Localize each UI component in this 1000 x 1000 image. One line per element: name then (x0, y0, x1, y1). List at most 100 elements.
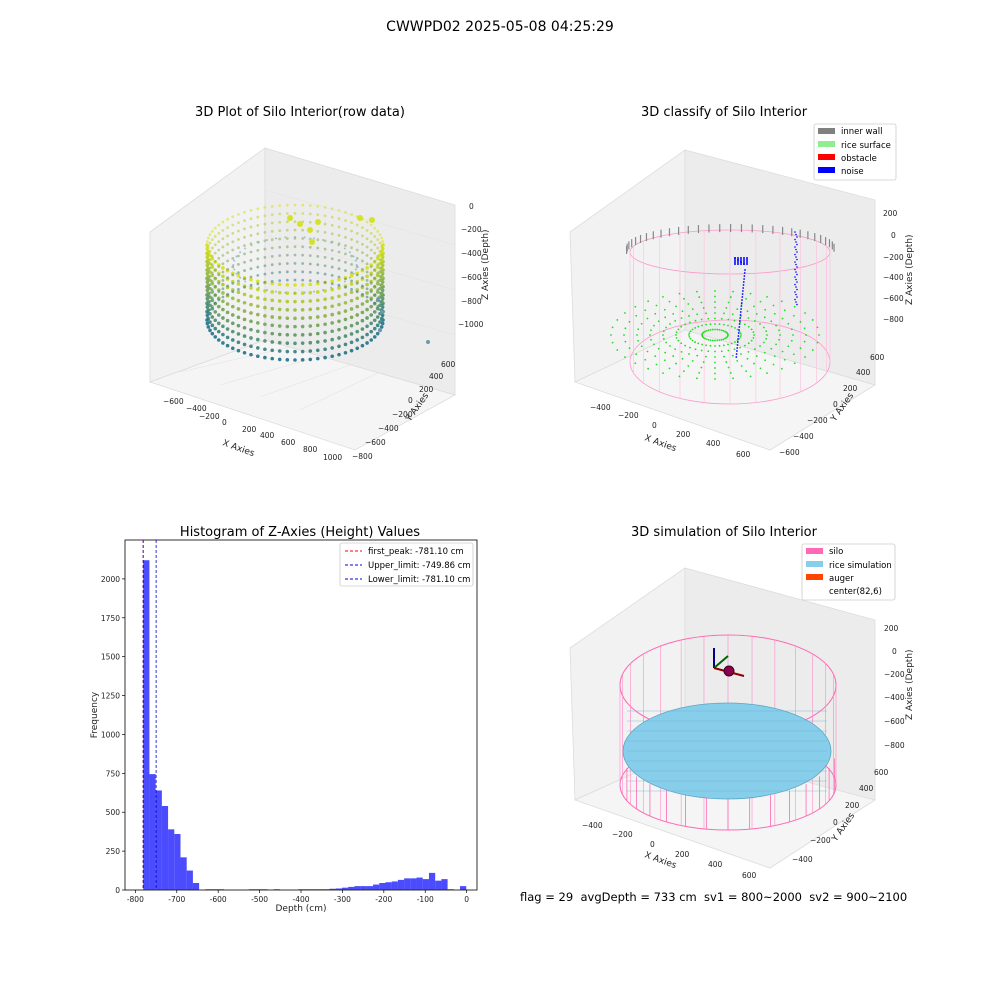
classify-surface-point (705, 344, 708, 347)
raw-point (221, 278, 225, 282)
classify-noise-point (743, 259, 745, 261)
raw-point (217, 248, 221, 252)
classify-surface-point (646, 350, 649, 353)
raw-point (323, 355, 327, 360)
raw-point (217, 265, 221, 269)
raw-point (337, 275, 341, 279)
raw-point (236, 290, 241, 295)
raw-point (380, 236, 384, 240)
raw-point (210, 298, 215, 303)
classify-surface-point (781, 350, 784, 353)
raw-point (236, 348, 241, 353)
classify-wall-point (660, 229, 662, 238)
raw-point (297, 221, 303, 227)
raw-point (355, 264, 358, 266)
histogram-ytick-label: 1250 (101, 692, 120, 701)
classify-noise-point (736, 350, 738, 352)
raw-point (237, 271, 240, 275)
classify-wall-point (719, 224, 721, 233)
simulation-ztick: −800 (884, 741, 905, 750)
legend-label: Upper_limit: -749.86 cm (368, 561, 471, 571)
histogram-panel: Histogram of Z-Axies (Height) Values -80… (90, 525, 478, 914)
raw-point (301, 278, 305, 282)
raw-point (221, 262, 225, 266)
raw-point (285, 299, 290, 304)
raw-point (381, 240, 385, 243)
classify-surface-point (766, 334, 768, 336)
raw-point (249, 286, 253, 290)
classify-surface-point (714, 312, 716, 314)
classify-surface-point (669, 323, 671, 325)
raw-point (243, 227, 246, 231)
histogram-bar (391, 881, 398, 890)
raw-point (378, 233, 382, 237)
classify-surface-point (762, 341, 765, 344)
classify-surface-point (765, 330, 768, 333)
classify-surface-point (804, 312, 806, 314)
classify-wall-point (697, 225, 700, 234)
raw-point (355, 321, 360, 326)
raw-point (226, 284, 229, 288)
raw-point (236, 323, 241, 328)
histogram-xtick-label: -100 (417, 895, 434, 904)
raw-point (373, 260, 377, 263)
classify-surface-point (705, 329, 708, 332)
histogram-bar (161, 806, 169, 890)
classify-surface-point (764, 308, 767, 311)
raw-point (321, 239, 324, 242)
classify-surface-point (647, 300, 650, 303)
classify-noise-point (796, 288, 798, 291)
raw-point (350, 237, 353, 241)
raw-ztick: −800 (461, 297, 482, 306)
classify-surface-point (727, 349, 730, 352)
classify-noise-point (742, 281, 745, 283)
classify-surface-point (680, 325, 683, 328)
raw-point (270, 340, 275, 344)
classify-surface-point (662, 330, 665, 333)
classify-surface-point (689, 337, 692, 340)
classify-surface-point (702, 331, 705, 334)
histogram-bar (155, 790, 162, 890)
raw-point (365, 270, 369, 274)
classify-surface-point (726, 333, 729, 335)
histogram-y-ticks: 0 250 500 750 1000 1250 1500 1750 2000 (101, 575, 125, 895)
classify-x-label: X Axies (643, 433, 678, 454)
simulation-legend: silo rice simulation auger center(82,6) (801, 543, 896, 601)
classify-surface-point (739, 336, 742, 338)
classify-noise-point (738, 323, 741, 325)
raw-point (242, 317, 247, 322)
classify-surface-point (691, 359, 694, 362)
raw-point (243, 285, 246, 289)
classify-surface-point (732, 377, 734, 380)
raw-point (208, 299, 212, 303)
classify-surface-point (702, 361, 705, 363)
raw-point (213, 285, 217, 288)
raw-point (375, 290, 380, 294)
raw-point (210, 238, 214, 242)
classify-surface-point (650, 329, 652, 332)
raw-point (378, 241, 382, 245)
raw-point (308, 332, 313, 337)
classify-ytick: 0 (833, 400, 838, 409)
classify-surface-point (729, 296, 732, 298)
classify-ztick: 200 (883, 209, 898, 218)
classify-surface-point (653, 343, 655, 346)
raw-point (294, 236, 296, 238)
classify-surface-point (709, 323, 712, 326)
classify-surface-point (694, 341, 696, 343)
raw-point (294, 292, 296, 294)
raw-point (237, 221, 240, 225)
raw-point (293, 358, 297, 362)
raw-point (337, 336, 341, 340)
classify-surface-point (753, 319, 756, 322)
raw-point (330, 274, 334, 277)
classify-surface-point (733, 319, 736, 322)
legend-label: rice surface (841, 141, 891, 151)
raw-point (242, 292, 247, 297)
classify-surface-point (762, 326, 765, 329)
raw-point (225, 343, 230, 348)
classify-surface-point (705, 312, 707, 315)
simulation-panel-title: 3D simulation of Silo Interior (631, 525, 818, 540)
simulation-x-label: X Axies (643, 850, 678, 871)
raw-point (213, 251, 217, 255)
